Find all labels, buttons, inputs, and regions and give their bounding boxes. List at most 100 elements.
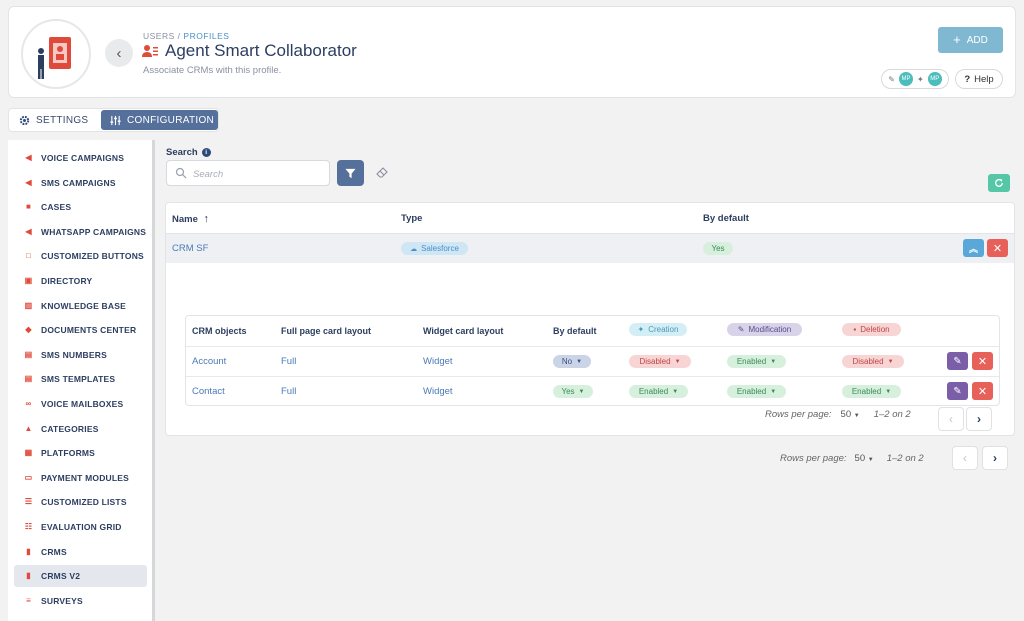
message-icon: ▤ — [24, 350, 33, 359]
sidebar-item-categories[interactable]: ▲ CATEGORIES — [14, 418, 147, 440]
chevron-right-icon: › — [977, 412, 981, 426]
sidebar-item-crms[interactable]: ▮ CRMS — [14, 541, 147, 563]
crm-name[interactable]: CRM SF — [172, 243, 209, 254]
tab-settings[interactable]: SETTINGS — [19, 110, 88, 130]
full-page-layout[interactable]: Full — [281, 356, 297, 367]
sms-megaphone-icon: ◀ — [25, 178, 32, 187]
deletion-select[interactable]: Enabled ▼ — [842, 385, 901, 398]
deletion-select[interactable]: Disabled ▼ — [842, 355, 904, 368]
sidebar-item-directory[interactable]: ▣ DIRECTORY — [14, 270, 147, 292]
refresh-button[interactable] — [988, 174, 1010, 192]
widget-layout[interactable]: Widget — [423, 386, 453, 397]
crm-object-name[interactable]: Contact — [192, 386, 225, 397]
widget-layout[interactable]: Widget — [423, 356, 453, 367]
profile-users-icon — [142, 45, 158, 57]
help-button[interactable]: ? Help — [955, 69, 1003, 89]
platforms-icon: ▦ — [24, 448, 33, 457]
creation-select[interactable]: Enabled ▼ — [629, 385, 688, 398]
sidebar-item-sms-templates[interactable]: ▤ SMS TEMPLATES — [14, 368, 147, 390]
filter-icon — [345, 168, 356, 178]
sidebar-item-label: CATEGORIES — [41, 424, 99, 434]
refresh-icon — [995, 178, 1003, 187]
add-button[interactable]: + ADD — [938, 27, 1003, 53]
sidebar-item-label: SMS NUMBERS — [41, 350, 107, 360]
plus-icon: + — [953, 32, 961, 47]
column-header-type: Type — [401, 213, 423, 224]
sidebar-item-label: CASES — [41, 202, 72, 212]
sidebar-item-label: CRMS V2 — [41, 571, 81, 581]
sidebar-item-label: DIRECTORY — [41, 276, 93, 286]
back-button[interactable]: ‹ — [105, 39, 133, 67]
pencil-icon: ✎ — [953, 355, 962, 367]
creation-select[interactable]: Disabled ▼ — [629, 355, 691, 368]
sidebar-item-cases[interactable]: ■ CASES — [14, 196, 147, 218]
column-header-crm-objects: CRM objects — [192, 326, 247, 336]
next-page-button[interactable]: › — [982, 446, 1008, 470]
edit-button[interactable]: ✎ — [947, 352, 968, 370]
table-row: Contact Full Widget Yes ▼ Enabled ▼ Enable… — [186, 376, 999, 406]
collapse-button[interactable]: ︽ — [963, 239, 984, 257]
filter-button[interactable] — [337, 160, 364, 186]
chevron-right-icon: › — [993, 451, 997, 465]
delete-button[interactable]: ✕ — [972, 352, 993, 370]
sidebar-item-documents-center[interactable]: ◆ DOCUMENTS CENTER — [14, 319, 147, 341]
rows-per-page-select[interactable]: 50 ▼ — [841, 409, 860, 420]
sparkle-icon: ✦ — [917, 74, 924, 84]
tab-configuration[interactable]: CONFIGURATION — [101, 110, 218, 130]
caret-down-icon: ▼ — [578, 388, 585, 395]
column-header-name[interactable]: Name ↑ — [172, 213, 209, 225]
rows-per-page-select[interactable]: 50 ▼ — [855, 453, 874, 464]
sidebar-item-customized-buttons[interactable]: □ CUSTOMIZED BUTTONS — [14, 245, 147, 267]
by-default-select[interactable]: No ▼ — [553, 355, 591, 368]
previous-page-button[interactable]: ‹ — [938, 407, 964, 431]
sidebar-item-knowledge-base[interactable]: ▥ KNOWLEDGE BASE — [14, 295, 147, 317]
sidebar-item-label: CUSTOMIZED BUTTONS — [41, 251, 144, 261]
delete-button[interactable]: ✕ — [972, 382, 993, 400]
previous-page-button[interactable]: ‹ — [952, 446, 978, 470]
breadcrumb-separator: / — [177, 31, 181, 41]
full-page-layout[interactable]: Full — [281, 386, 297, 397]
search-input[interactable] — [193, 166, 323, 182]
breadcrumb-profiles[interactable]: PROFILES — [183, 31, 230, 41]
sidebar-item-customized-lists[interactable]: ☰ CUSTOMIZED LISTS — [14, 491, 147, 513]
permissions-pill[interactable]: ✎ MP ✦ MP — [881, 69, 949, 89]
modification-select[interactable]: Enabled ▼ — [727, 355, 786, 368]
sidebar-item-evaluation-grid[interactable]: ☷ EVALUATION GRID — [14, 516, 147, 538]
survey-icon: ≡ — [26, 596, 31, 605]
modification-select[interactable]: Enabled ▼ — [727, 385, 786, 398]
column-header-by-default: By default — [553, 326, 597, 336]
edit-button[interactable]: ✎ — [947, 382, 968, 400]
sidebar-item-voice-mailboxes[interactable]: ∞ VOICE MAILBOXES — [14, 393, 147, 415]
modification-value: Enabled — [736, 357, 767, 366]
table-row: Account Full Widget No ▼ Disabled ▼ Enable… — [186, 346, 999, 376]
eraser-icon[interactable] — [376, 166, 388, 178]
by-default-select[interactable]: Yes ▼ — [553, 385, 593, 398]
crm-objects-table: CRM objects Full page card layout Widget… — [185, 315, 1000, 406]
crm-icon: ▮ — [26, 547, 31, 556]
whatsapp-megaphone-icon: ◀ — [25, 227, 32, 236]
sidebar-item-platforms[interactable]: ▦ PLATFORMS — [14, 442, 147, 464]
sidebar-item-sms-numbers[interactable]: ▤ SMS NUMBERS — [14, 344, 147, 366]
button-icon: □ — [25, 251, 32, 260]
type-badge-label: Salesforce — [421, 244, 459, 253]
crm-object-name[interactable]: Account — [192, 356, 227, 367]
sidebar-item-sms-campaigns[interactable]: ◀ SMS CAMPAIGNS — [14, 172, 147, 194]
sidebar-item-voice-campaigns[interactable]: ◀ VOICE CAMPAIGNS — [14, 147, 147, 169]
sidebar-item-whatsapp-campaigns[interactable]: ◀ WHATSAPP CAMPAIGNS — [14, 221, 147, 243]
cube-icon: ◆ — [25, 325, 32, 334]
rows-per-page-value: 50 — [854, 453, 866, 464]
table-row[interactable]: CRM SF ☁ Salesforce Yes ︽ ✕ — [166, 233, 1014, 263]
sort-ascending-icon[interactable]: ↑ — [203, 213, 210, 225]
delete-button[interactable]: ✕ — [987, 239, 1008, 257]
sidebar-item-label: VOICE CAMPAIGNS — [41, 153, 125, 163]
column-header-full-page: Full page card layout — [281, 326, 372, 336]
sidebar-item-payment-modules[interactable]: ▭ PAYMENT MODULES — [14, 467, 147, 489]
search-icon — [175, 167, 187, 179]
sidebar-item-surveys[interactable]: ≡ SURVEYS — [14, 590, 147, 612]
caret-down-icon: ▼ — [576, 358, 583, 365]
info-icon[interactable]: i — [201, 148, 211, 157]
next-page-button[interactable]: › — [966, 407, 992, 431]
sidebar-item-crms-v2[interactable]: ▮ CRMS V2 — [14, 565, 147, 587]
breadcrumb-users[interactable]: USERS — [143, 31, 175, 41]
question-icon: ? — [964, 73, 971, 85]
